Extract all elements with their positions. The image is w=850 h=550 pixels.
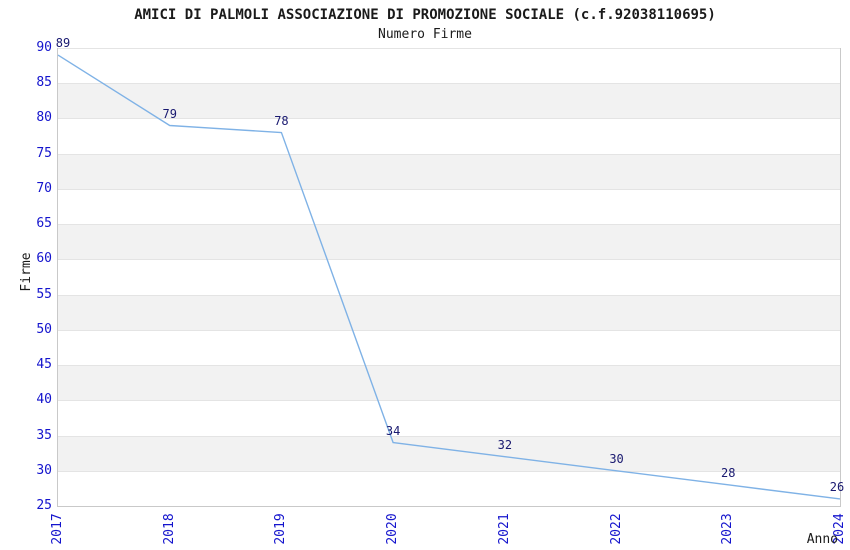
gridline bbox=[58, 365, 840, 366]
gridline bbox=[58, 400, 840, 401]
y-tick-label: 30 bbox=[36, 462, 52, 478]
data-point-label: 78 bbox=[274, 113, 289, 128]
grid-band bbox=[58, 294, 840, 330]
grid-band bbox=[58, 400, 840, 436]
x-axis-line bbox=[57, 506, 841, 507]
chart-subtitle: Numero Firme bbox=[378, 27, 472, 42]
grid-band bbox=[58, 259, 840, 295]
data-point-label: 89 bbox=[55, 36, 71, 51]
y-axis-line bbox=[57, 48, 58, 507]
grid-band bbox=[58, 365, 840, 401]
y-tick-label: 50 bbox=[36, 321, 52, 337]
data-point-label: 79 bbox=[162, 106, 177, 121]
gridline bbox=[58, 224, 840, 225]
gridline bbox=[58, 189, 840, 190]
y-tick-label: 80 bbox=[36, 110, 52, 126]
x-tick-label: 2021 bbox=[496, 513, 512, 545]
gridline bbox=[58, 295, 840, 296]
grid-band bbox=[58, 48, 840, 84]
gridline bbox=[58, 83, 840, 84]
y-tick-label: 45 bbox=[36, 357, 52, 373]
y-tick-label: 25 bbox=[36, 498, 52, 513]
grid-band bbox=[58, 118, 840, 154]
gridline bbox=[58, 259, 840, 260]
grid-band bbox=[58, 224, 840, 260]
y-tick-label: 60 bbox=[36, 251, 52, 267]
y-tick-label: 70 bbox=[36, 180, 52, 196]
y-axis-title: Firme bbox=[19, 252, 34, 292]
x-tick-label: 2018 bbox=[161, 513, 177, 545]
y-axis-line bbox=[840, 48, 841, 507]
y-tick-label: 75 bbox=[36, 145, 52, 161]
gridline bbox=[58, 436, 840, 437]
gridline bbox=[58, 330, 840, 331]
x-tick-label: 2020 bbox=[385, 513, 401, 545]
data-point-label: 30 bbox=[609, 451, 624, 466]
data-point-label: 34 bbox=[385, 423, 401, 438]
chart-title: AMICI DI PALMOLI ASSOCIAZIONE DI PROMOZI… bbox=[134, 7, 716, 23]
y-tick-label: 40 bbox=[36, 392, 52, 408]
data-point-label: 26 bbox=[829, 479, 845, 494]
data-point-label: 32 bbox=[497, 437, 513, 452]
gridline bbox=[58, 154, 840, 155]
gridline bbox=[58, 48, 840, 49]
y-tick-label: 85 bbox=[36, 75, 52, 91]
grid-band bbox=[58, 153, 840, 189]
y-tick-label: 65 bbox=[36, 216, 52, 232]
data-point-label: 28 bbox=[721, 465, 736, 480]
x-axis-title: Anno bbox=[806, 532, 838, 547]
x-tick-label: 2023 bbox=[720, 513, 736, 545]
y-tick-label: 35 bbox=[36, 427, 52, 443]
x-tick-label: 2017 bbox=[50, 513, 65, 545]
y-tick-label: 55 bbox=[36, 286, 52, 302]
x-tick-label: 2019 bbox=[273, 513, 289, 545]
grid-band bbox=[58, 188, 840, 225]
y-tick-label: 90 bbox=[36, 40, 52, 55]
grid-band bbox=[58, 329, 840, 366]
x-tick-label: 2022 bbox=[608, 513, 624, 545]
